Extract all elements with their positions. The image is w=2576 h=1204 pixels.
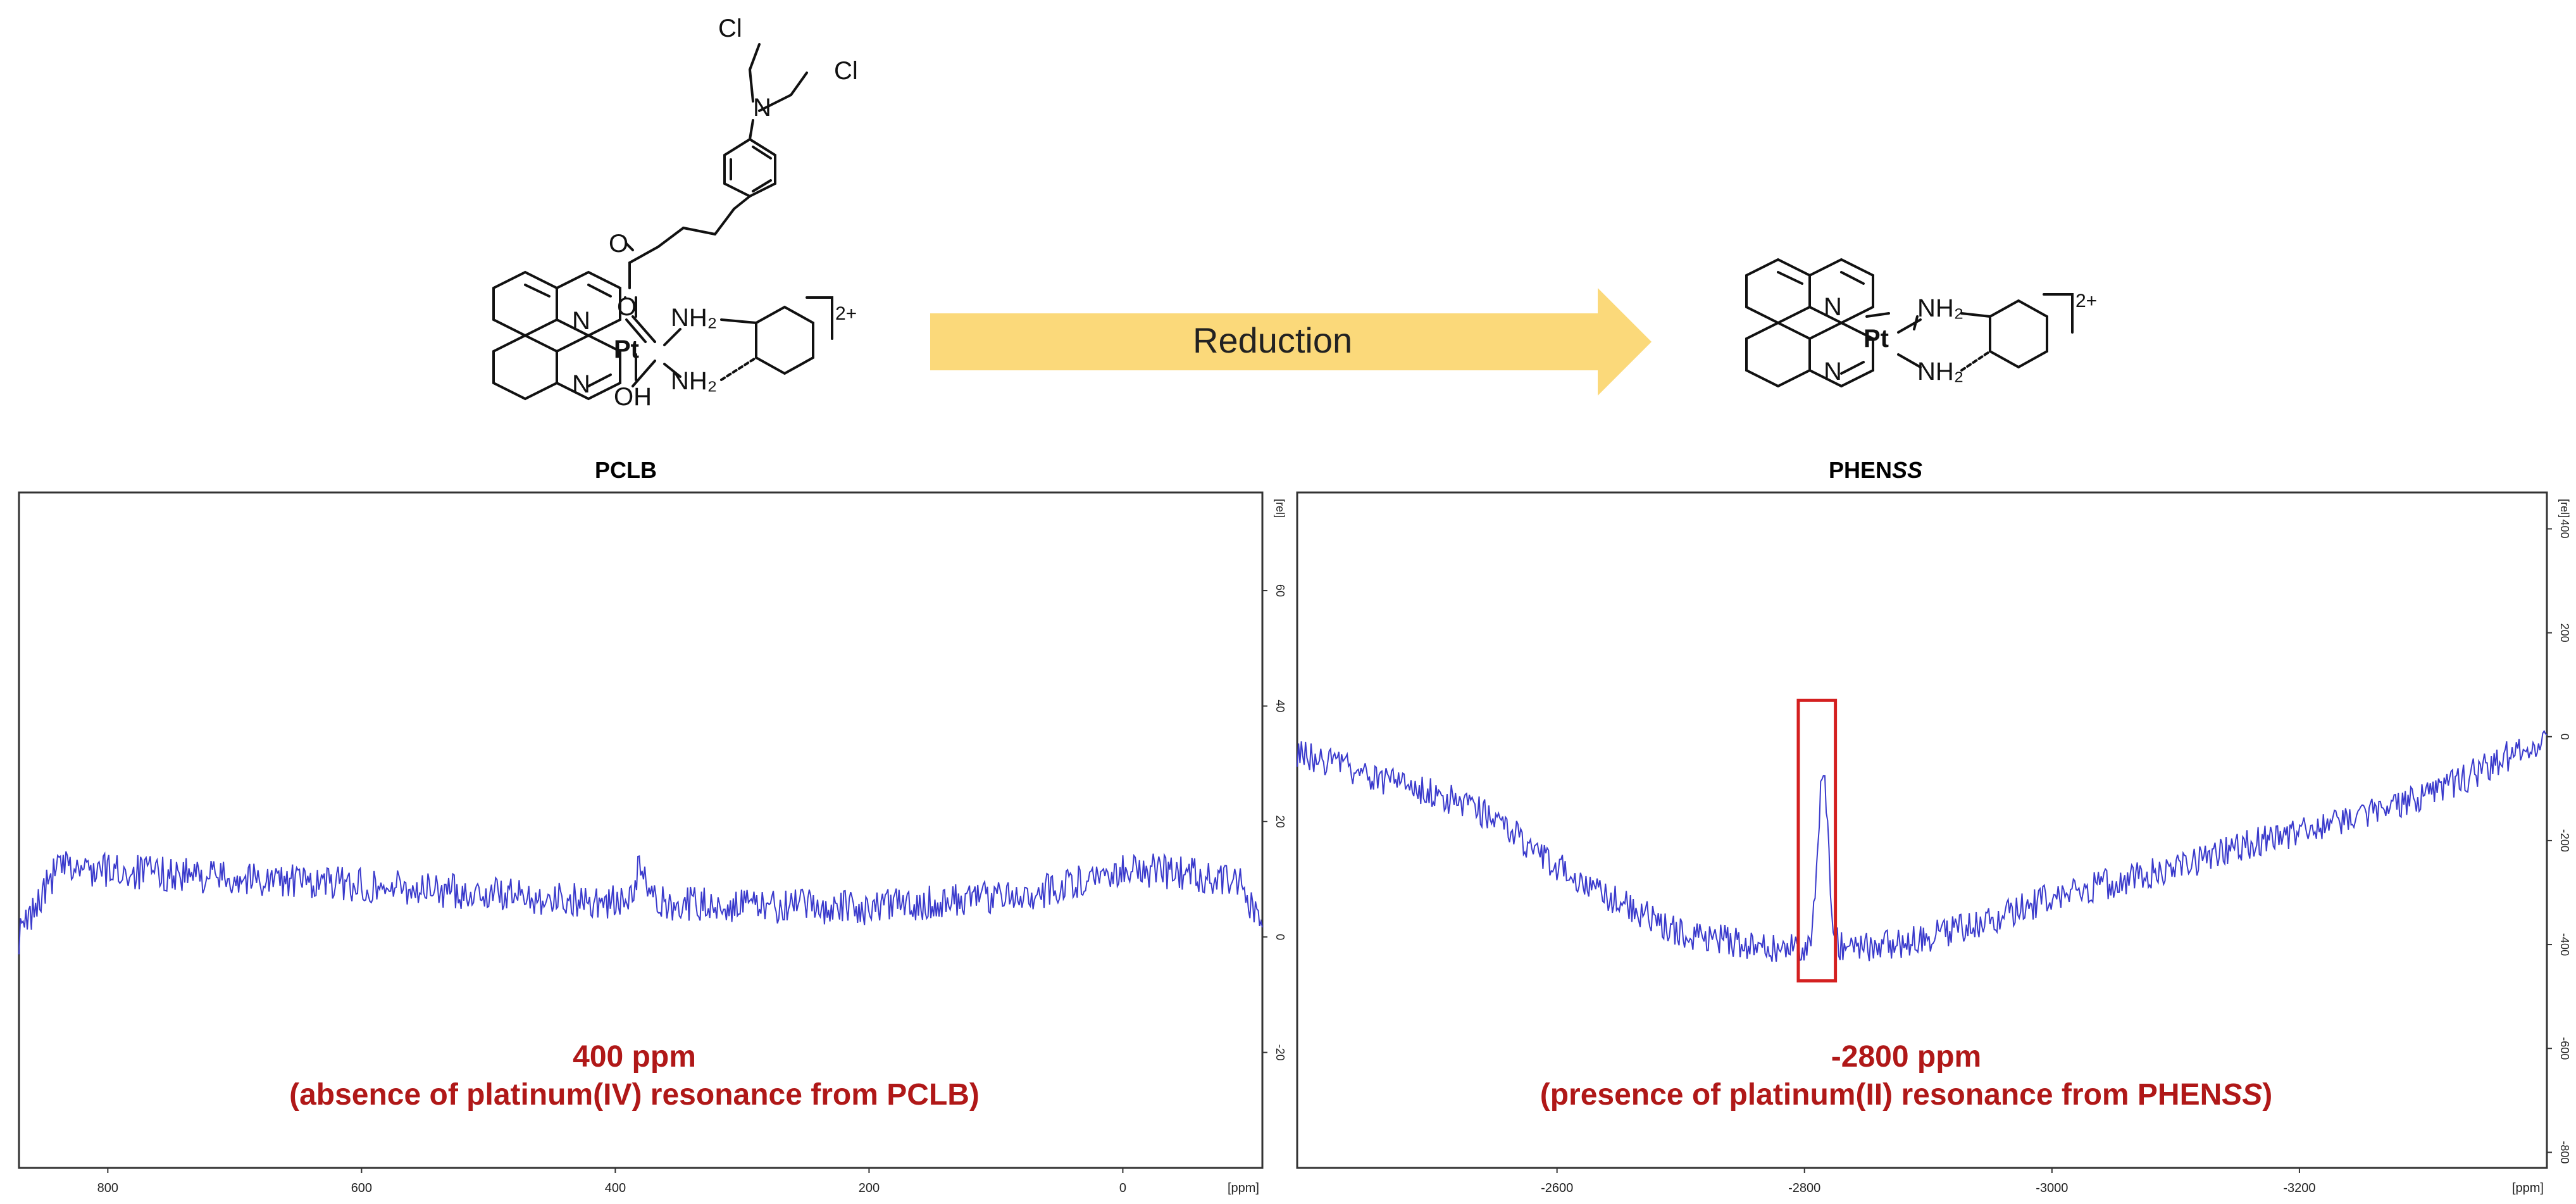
amine-nitrogen: N [753, 94, 771, 122]
pclb-platinum: Pt [614, 335, 639, 363]
y-tick-label: -600 [2558, 1037, 2571, 1060]
y-tick-label: 40 [1274, 699, 1286, 712]
pclb-hydroxyl: OH [614, 383, 652, 411]
plot-frame [18, 491, 1264, 1169]
spectrum-phenss: -2600 -2800 -3000 -3200 [ppm] 400 200 0 -200 -400… [1296, 491, 2571, 1195]
x-tick-label: 200 [859, 1181, 880, 1195]
y-tick-label: -20 [1274, 1044, 1286, 1061]
caption-phenss-line2: (presence of platinum(II) resonance from… [1288, 1076, 2525, 1114]
spectrum-trace [18, 851, 1263, 955]
y-tick-label: 200 [2558, 624, 2571, 643]
caption-phenss-line2-end: ) [2262, 1078, 2273, 1112]
caption-pclb-line1: 400 ppm [573, 1040, 696, 1074]
x-axis-unit: [ppm] [1228, 1181, 1259, 1195]
y-tick-label: 20 [1274, 815, 1286, 828]
peak-highlight-box [1796, 698, 1838, 983]
cl-atom-2: Cl [834, 57, 858, 85]
y-tick-label: 60 [1274, 584, 1286, 597]
x-tick-label: 800 [97, 1181, 118, 1195]
caption-phenss-line1: -2800 ppm [1831, 1040, 1982, 1074]
product-label-italic: SS [1892, 457, 1923, 483]
caption-phenss-line2-italic: SS [2222, 1078, 2263, 1112]
cl-atom-1: Cl [718, 15, 742, 42]
pclb-n-bottom: N [572, 370, 590, 398]
x-tick-label: 400 [605, 1181, 626, 1195]
product-label: PHENSS [1829, 457, 1922, 484]
x-tick-label: -3200 [2283, 1181, 2315, 1195]
y-tick-label: -200 [2558, 829, 2571, 852]
caption-pclb-line2: (absence of platinum(IV) resonance from … [289, 1078, 980, 1112]
pclb-n-top: N [572, 307, 590, 335]
spectrum-trace [1297, 730, 2548, 962]
caption-phenss: -2800 ppm (presence of platinum(II) reso… [1288, 1038, 2525, 1114]
reduction-arrow [930, 288, 1652, 396]
phenss-n-top: N [1824, 293, 1842, 321]
x-tick-label: 0 [1119, 1181, 1126, 1195]
pclb-charge: 2+ [835, 303, 857, 324]
y-axis-unit: [rel] [1274, 499, 1286, 518]
x-tick-label: -3000 [2036, 1181, 2068, 1195]
plot-frame [1296, 491, 2548, 1169]
phenss-nh2-bottom: NH₂ [1917, 358, 1963, 386]
x-tick-label: 600 [351, 1181, 372, 1195]
carbonyl-oxygen: O [609, 230, 628, 258]
pclb-phenanthroline [492, 270, 621, 401]
product-label-plain: PHEN [1829, 457, 1893, 483]
caption-pclb: 400 ppm (absence of platinum(IV) resonan… [9, 1038, 1259, 1114]
reactant-label: PCLB [595, 457, 657, 483]
y-tick-label: 0 [1274, 934, 1286, 940]
phenss-charge: 2+ [2075, 291, 2097, 311]
phenss-nh2-top: NH₂ [1917, 294, 1963, 322]
x-axis-unit: [ppm] [2512, 1181, 2544, 1195]
x-tick-label: -2800 [1788, 1181, 1820, 1195]
caption-phenss-line2-plain: (presence of platinum(II) resonance from… [1540, 1078, 2222, 1112]
pclb-nh2-top: NH₂ [671, 304, 717, 332]
y-tick-label: -800 [2558, 1141, 2571, 1163]
phenss-n-bottom: N [1824, 358, 1842, 386]
y-tick-label: 0 [2558, 734, 2571, 740]
phenss-platinum: Pt [1864, 325, 1889, 353]
y-axis-unit: [rel] [2558, 499, 2571, 518]
reaction-scheme: Cl Cl N O O N N Pt NH₂ NH₂ OH 2+ N N Pt … [492, 15, 2097, 411]
ester-oxygen: O [617, 293, 637, 321]
pclb-nh2-bottom: NH₂ [671, 367, 717, 395]
y-tick-label: 400 [2558, 519, 2571, 538]
x-tick-label: -2600 [1541, 1181, 1573, 1195]
reduction-label: Reduction [1193, 320, 1353, 360]
y-tick-label: -400 [2558, 933, 2571, 956]
